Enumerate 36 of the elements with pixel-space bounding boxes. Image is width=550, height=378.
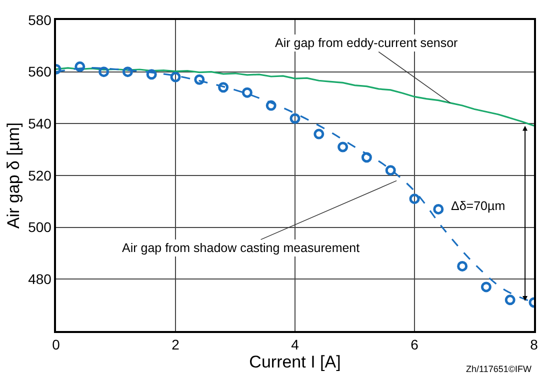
point bbox=[409, 194, 420, 204]
y-tick-label: 540 bbox=[28, 116, 52, 132]
point bbox=[290, 113, 300, 124]
point bbox=[242, 87, 252, 98]
point bbox=[338, 142, 348, 152]
y-tick-label: 580 bbox=[28, 12, 52, 28]
point bbox=[385, 165, 396, 176]
annotation: Δδ=70µm bbox=[451, 199, 506, 213]
x-tick-label: 4 bbox=[291, 336, 300, 353]
y-tick-label: 500 bbox=[28, 219, 52, 236]
annotation: Air gap from shadow casting measurement bbox=[122, 241, 360, 255]
x-tick-label: 0 bbox=[52, 336, 60, 353]
point bbox=[504, 294, 516, 306]
point bbox=[122, 66, 133, 78]
point bbox=[314, 128, 324, 140]
point bbox=[98, 66, 110, 78]
x-tick-label: 2 bbox=[172, 336, 180, 353]
point bbox=[433, 204, 444, 214]
point bbox=[480, 282, 492, 292]
annotation: Air gap from eddy-current sensor bbox=[275, 36, 458, 50]
point bbox=[170, 72, 181, 82]
y-tick-label: 520 bbox=[28, 167, 52, 184]
point bbox=[146, 69, 157, 80]
x-tick-label: 8 bbox=[530, 336, 538, 353]
y-tick-label: 480 bbox=[28, 271, 52, 288]
point bbox=[218, 82, 229, 93]
y-tick-label: 560 bbox=[28, 64, 52, 80]
x-axis-title: Current I [A] bbox=[249, 352, 341, 372]
point bbox=[74, 61, 86, 72]
point bbox=[194, 74, 205, 85]
y-axis-title: Air gap δ [µm] bbox=[4, 122, 24, 229]
point bbox=[361, 152, 372, 163]
text: Zh/117651©IFW bbox=[466, 364, 532, 374]
point bbox=[266, 100, 276, 111]
point bbox=[457, 260, 468, 272]
x-tick-label: 6 bbox=[410, 336, 419, 353]
